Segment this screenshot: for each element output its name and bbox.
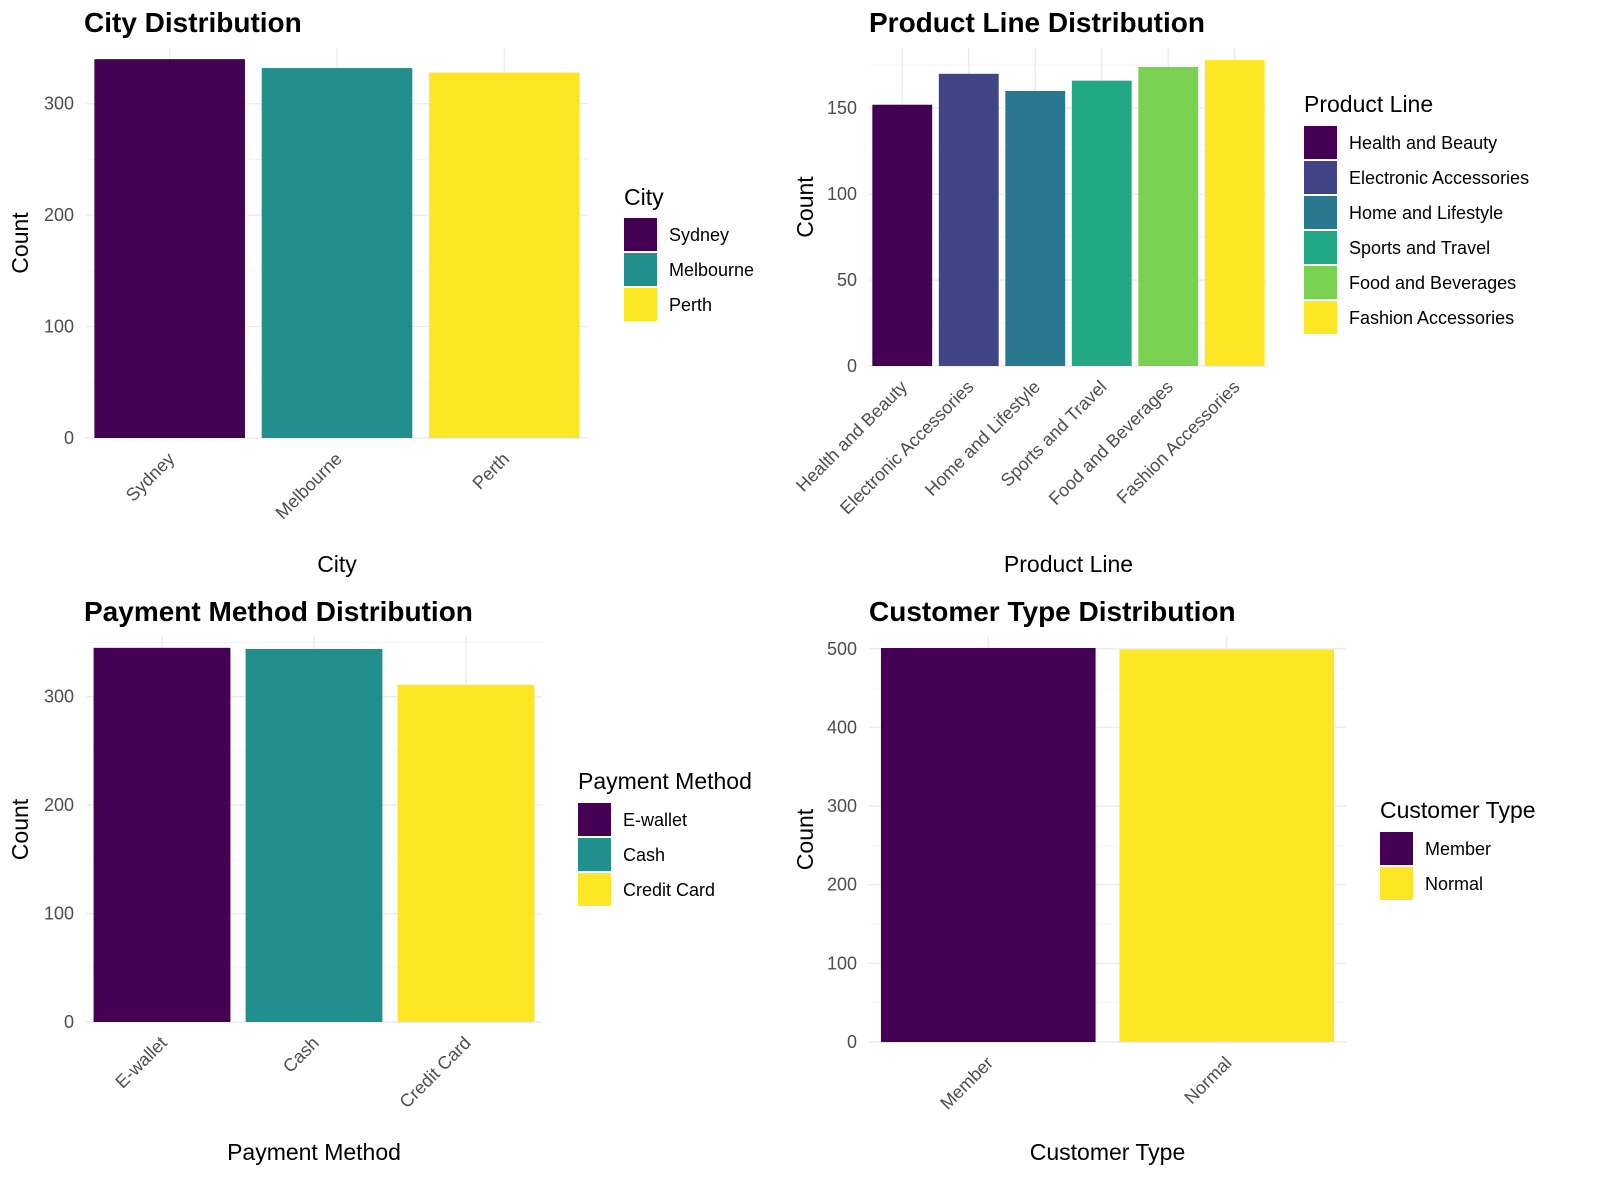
- x-tick-label: Normal: [1180, 1053, 1235, 1108]
- y-tick-label: 200: [44, 205, 74, 225]
- bar-credit-card: [397, 684, 535, 1022]
- legend-key-fashion-accessories: [1304, 301, 1337, 334]
- y-tick-label: 50: [837, 270, 857, 290]
- y-tick-label: 150: [827, 98, 857, 118]
- legend-label: Melbourne: [669, 260, 754, 280]
- legend-label: Credit Card: [623, 880, 715, 900]
- bar-melbourne: [261, 68, 413, 439]
- legend-label: Sports and Travel: [1349, 238, 1490, 258]
- legend-label: Home and Lifestyle: [1349, 203, 1503, 223]
- x-axis-title: City: [317, 551, 357, 577]
- x-tick-label: E-wallet: [111, 1033, 170, 1092]
- legend-label: Fashion Accessories: [1349, 308, 1514, 328]
- y-tick-label: 300: [827, 796, 857, 816]
- y-tick-label: 0: [847, 356, 857, 376]
- y-axis-title: Count: [792, 176, 818, 238]
- legend-key-health-and-beauty: [1304, 126, 1337, 159]
- bar-home-and-lifestyle: [1005, 90, 1066, 367]
- bar-e-wallet: [93, 647, 231, 1022]
- legend-label: Health and Beauty: [1349, 133, 1497, 153]
- legend-title: Product Line: [1304, 91, 1433, 117]
- x-tick-label: Perth: [469, 449, 514, 494]
- chart-title: Customer Type Distribution: [869, 596, 1236, 627]
- bar-food-and-beverages: [1138, 66, 1199, 366]
- x-tick-label: Member: [936, 1053, 997, 1114]
- y-tick-label: 300: [44, 94, 74, 114]
- y-tick-label: 200: [44, 795, 74, 815]
- x-tick-label: Fashion Accessories: [1113, 377, 1244, 508]
- x-tick-label: Health and Beauty: [792, 377, 911, 496]
- legend-label: Sydney: [669, 225, 729, 245]
- legend-label: Perth: [669, 295, 712, 315]
- bar-cash: [245, 648, 383, 1022]
- y-axis-title: Count: [7, 212, 33, 274]
- y-tick-label: 400: [827, 717, 857, 737]
- legend-key-e-wallet: [578, 803, 611, 836]
- legend-label: Food and Beverages: [1349, 273, 1516, 293]
- x-tick-label: Home and Lifestyle: [921, 377, 1044, 500]
- y-axis-title: Count: [7, 798, 33, 860]
- y-tick-label: 100: [827, 953, 857, 973]
- y-tick-label: 100: [44, 904, 74, 924]
- bar-normal: [1119, 649, 1335, 1042]
- legend-title: Customer Type: [1380, 797, 1536, 823]
- y-tick-label: 0: [64, 428, 74, 448]
- bar-sydney: [94, 59, 245, 439]
- legend-key-credit-card: [578, 873, 611, 906]
- legend-key-cash: [578, 838, 611, 871]
- legend: Payment Method E-wallet Cash Credit Card: [578, 768, 752, 906]
- legend-key-sydney: [624, 218, 657, 251]
- legend-label: Cash: [623, 845, 665, 865]
- x-tick-label: Electronic Accessories: [836, 377, 977, 518]
- legend-key-sports-and-travel: [1304, 231, 1337, 264]
- legend-title: City: [624, 184, 664, 210]
- chart-panel-city-distribution: 0 100 200 300 Sydney Melbourne Perth City Distr…: [7, 7, 754, 577]
- legend-key-perth: [624, 288, 657, 321]
- y-tick-label: 0: [64, 1012, 74, 1032]
- x-axis-title: Payment Method: [227, 1139, 401, 1165]
- y-tick-label: 300: [44, 687, 74, 707]
- legend: Customer Type Member Normal: [1380, 797, 1536, 900]
- x-tick-label: Sydney: [122, 449, 179, 506]
- bar-electronic-accessories: [938, 73, 999, 366]
- y-tick-label: 200: [827, 875, 857, 895]
- chart-title: City Distribution: [84, 7, 302, 38]
- legend-label: E-wallet: [623, 810, 687, 830]
- legend: Product Line Health and Beauty Electronic …: [1304, 91, 1529, 334]
- legend-label: Member: [1425, 839, 1491, 859]
- legend-label: Normal: [1425, 874, 1483, 894]
- x-tick-label: Melbourne: [272, 449, 346, 523]
- bar-perth: [429, 72, 580, 438]
- y-tick-label: 0: [847, 1032, 857, 1052]
- legend-key-electronic-accessories: [1304, 161, 1337, 194]
- x-tick-label: Credit Card: [396, 1033, 475, 1112]
- legend-key-member: [1380, 832, 1413, 865]
- bar-sports-and-travel: [1071, 80, 1132, 367]
- bar-member: [880, 648, 1096, 1042]
- legend-title: Payment Method: [578, 768, 752, 794]
- y-tick-label: 100: [44, 317, 74, 337]
- x-tick-label: Cash: [279, 1033, 323, 1077]
- y-tick-label: 500: [827, 639, 857, 659]
- y-tick-label: 100: [827, 184, 857, 204]
- bar-health-and-beauty: [872, 104, 933, 366]
- x-axis-title: Customer Type: [1030, 1139, 1186, 1165]
- legend-label: Electronic Accessories: [1349, 168, 1529, 188]
- x-tick-label: Food and Beverages: [1045, 377, 1177, 509]
- chart-title: Payment Method Distribution: [84, 596, 473, 627]
- legend-key-normal: [1380, 867, 1413, 900]
- bar-fashion-accessories: [1204, 60, 1265, 366]
- legend-key-home-and-lifestyle: [1304, 196, 1337, 229]
- y-axis-title: Count: [792, 808, 818, 870]
- legend-key-food-and-beverages: [1304, 266, 1337, 299]
- chart-title: Product Line Distribution: [869, 7, 1205, 38]
- legend-key-melbourne: [624, 253, 657, 286]
- x-axis-title: Product Line: [1004, 551, 1133, 577]
